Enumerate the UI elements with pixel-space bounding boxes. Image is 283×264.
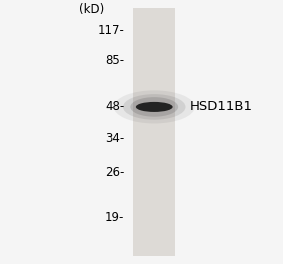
Bar <box>133 8 175 256</box>
Text: 117-: 117- <box>98 24 125 37</box>
Text: 19-: 19- <box>105 211 125 224</box>
Text: 26-: 26- <box>105 166 125 180</box>
Text: HSD11B1: HSD11B1 <box>190 100 253 114</box>
Ellipse shape <box>136 102 173 112</box>
Ellipse shape <box>123 94 186 120</box>
Text: 48-: 48- <box>105 100 125 114</box>
Ellipse shape <box>130 97 178 117</box>
Ellipse shape <box>114 90 195 124</box>
Text: 34-: 34- <box>105 132 125 145</box>
Text: 85-: 85- <box>105 54 125 67</box>
Text: (kD): (kD) <box>80 3 105 16</box>
